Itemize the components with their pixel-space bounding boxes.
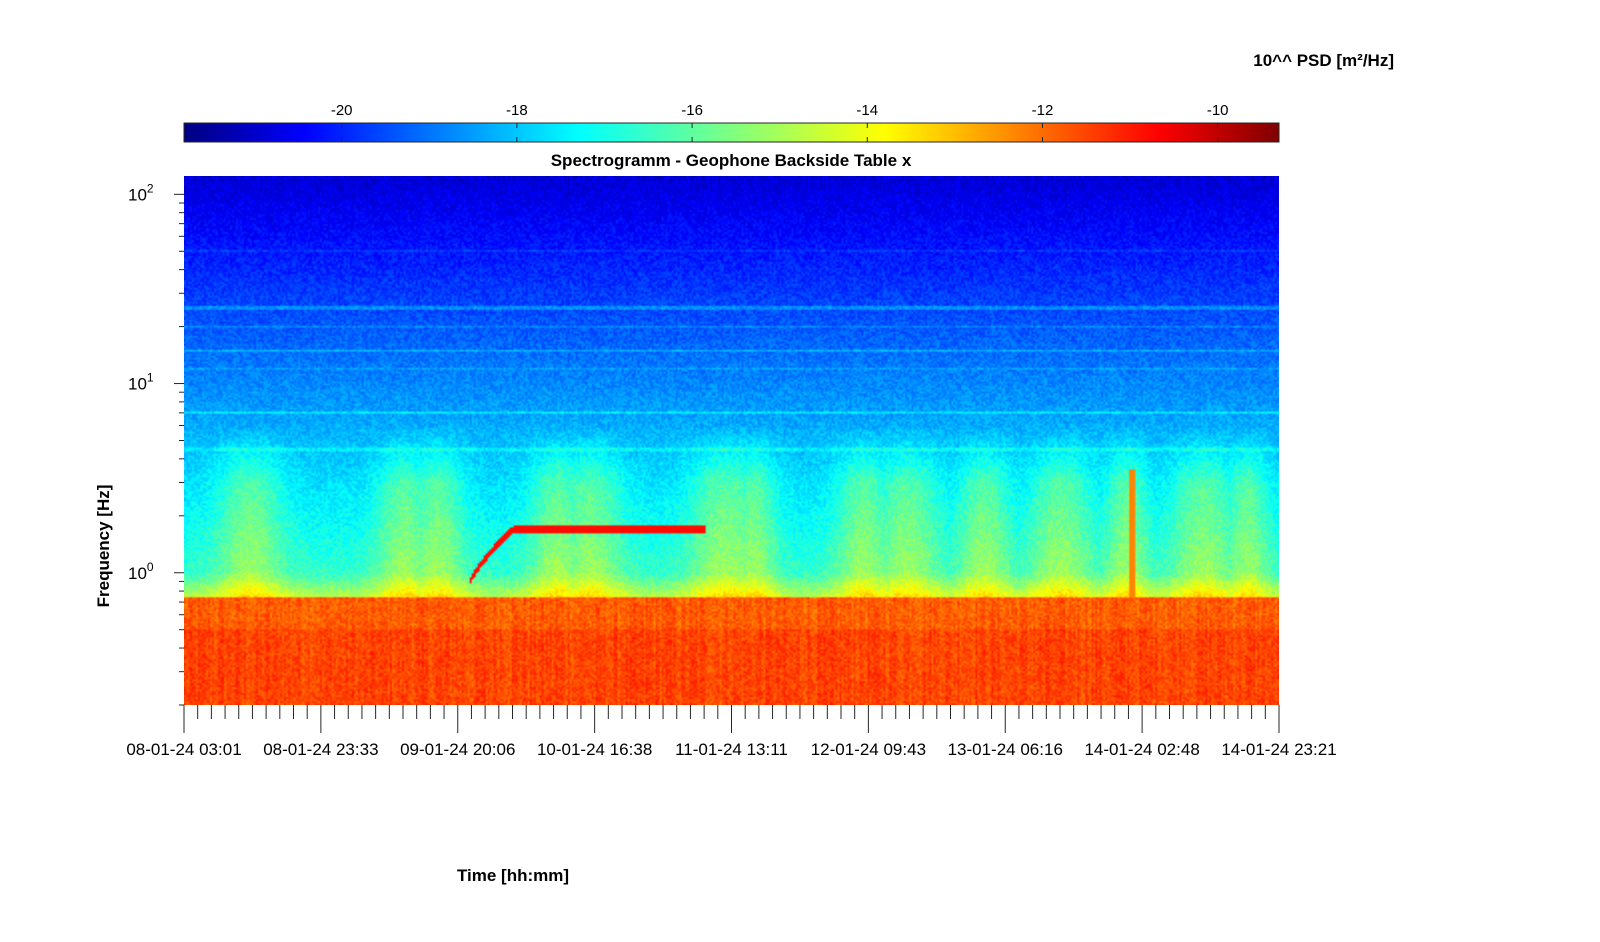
y-axis: 100 101 102 [128, 181, 184, 706]
x-tick-label: 14-01-24 23:21 [1221, 740, 1336, 759]
x-tick-label: 09-01-24 20:06 [400, 740, 515, 759]
colorbar-tick-label: -10 [1207, 102, 1229, 119]
colorbar-tick-label: -12 [1032, 102, 1054, 119]
x-tick-label: 14-01-24 02:48 [1084, 740, 1199, 759]
x-tick-label: 13-01-24 06:16 [948, 740, 1063, 759]
y-tick-label: 102 [128, 181, 154, 204]
x-tick-label: 08-01-24 03:01 [126, 740, 241, 759]
colorbar-tick-label: -20 [331, 102, 353, 119]
chart-title: Spectrogramm - Geophone Backside Table x [551, 151, 912, 170]
y-axis-label: Frequency [Hz] [94, 485, 113, 608]
spectrogram-heatmap [184, 176, 1279, 705]
y-tick-label: 100 [128, 560, 154, 583]
plot-area [184, 176, 1279, 705]
colorbar: -20 -18 -16 -14 -12 -10 [183, 102, 1280, 143]
x-axis-label: Time [hh:mm] [457, 866, 569, 885]
y-tick-label: 101 [128, 371, 154, 394]
x-tick-label: 08-01-24 23:33 [263, 740, 378, 759]
x-tick-label: 12-01-24 09:43 [811, 740, 926, 759]
colorbar-label: 10^^ PSD [m²/Hz] [1253, 51, 1394, 70]
colorbar-gradient [183, 122, 1280, 143]
colorbar-tick-label: -16 [681, 102, 703, 119]
x-tick-label: 10-01-24 16:38 [537, 740, 652, 759]
x-tick-label: 11-01-24 13:11 [675, 740, 788, 759]
colorbar-tick-label: -18 [506, 102, 528, 119]
colorbar-tick-label: -14 [856, 102, 878, 119]
x-axis: 08-01-24 03:01 08-01-24 23:33 09-01-24 20:… [126, 705, 1337, 759]
